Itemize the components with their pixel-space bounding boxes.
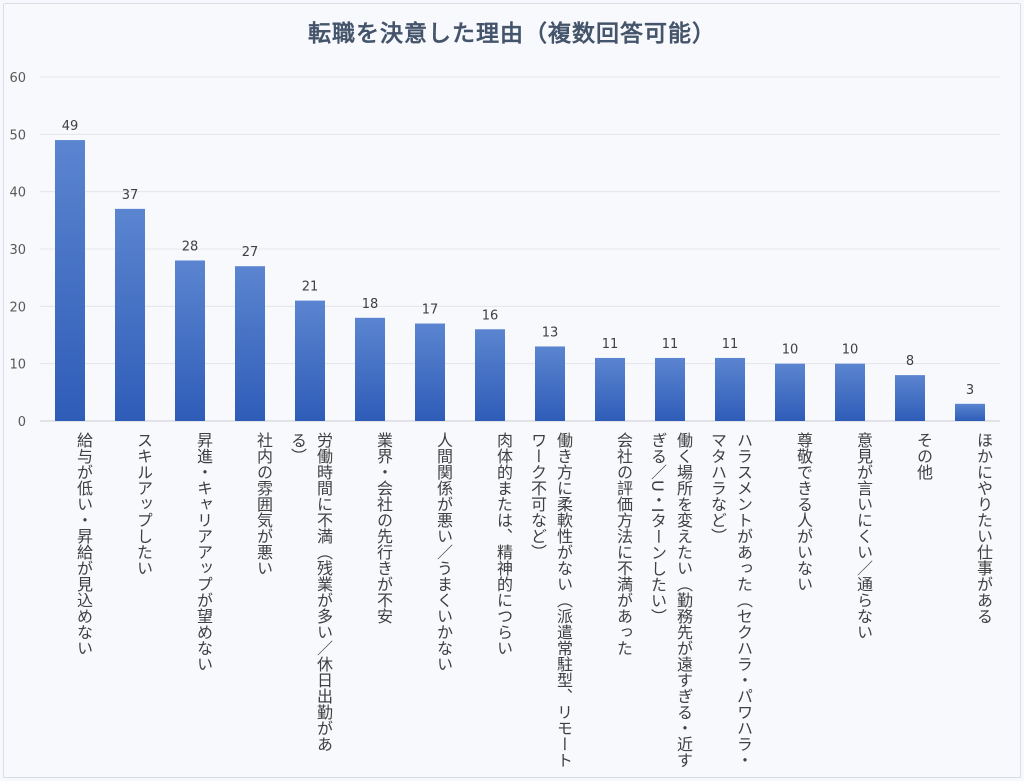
- data-label: 8: [906, 354, 914, 369]
- bar: [835, 363, 865, 421]
- bar: [235, 266, 265, 421]
- y-tick-label: 10: [9, 358, 26, 373]
- x-tick-label: 働く場所を変えたい（勤務先が遠すぎる・近すぎる／U・Iターンしたい）: [648, 432, 693, 768]
- bar: [355, 317, 385, 421]
- x-tick-label: その他: [914, 432, 933, 480]
- data-label: 11: [662, 337, 679, 352]
- x-tick-label: 働き方に柔軟性がない（派遣常駐型、リモートワーク不可など）: [528, 432, 573, 768]
- x-tick-label: 意見が言いにくい／通らない: [854, 432, 873, 640]
- bar: [655, 357, 685, 421]
- chart-title: 転職を決意した理由（複数回答可能）: [308, 21, 716, 47]
- data-label: 10: [842, 343, 859, 358]
- x-tick-label: 給与が低い・昇給が見込めない: [74, 432, 93, 656]
- data-label: 17: [422, 303, 439, 318]
- x-tick-label: 会社の評価方法に不満があった: [614, 432, 633, 656]
- data-label: 11: [602, 337, 619, 352]
- data-label: 13: [542, 325, 559, 340]
- bar: [595, 357, 625, 421]
- data-label: 10: [782, 343, 799, 358]
- bar: [415, 323, 445, 421]
- bar: [895, 375, 925, 421]
- x-tick-label: 尊敬できる人がいない: [794, 432, 813, 592]
- y-tick-label: 50: [9, 128, 26, 143]
- data-label: 3: [966, 383, 974, 398]
- y-tick-label: 20: [9, 300, 26, 315]
- x-tick-label: ほかにやりたい仕事がある: [974, 432, 993, 624]
- bar: [775, 363, 805, 421]
- x-tick-label: ハラスメントがあった（セクハラ・パワハラ・マタハラなど）: [708, 432, 753, 768]
- x-tick-label: 労働時間に不満（残業が多い／休日出勤がある）: [288, 432, 333, 752]
- data-label: 27: [242, 245, 259, 260]
- bar: [55, 140, 85, 422]
- y-tick-label: 60: [9, 71, 26, 86]
- data-label: 18: [362, 297, 379, 312]
- bar: [295, 300, 325, 421]
- y-tick-label: 30: [9, 243, 26, 258]
- x-tick-label: 肉体的または、精神的につらい: [494, 432, 513, 656]
- y-tick-label: 40: [9, 186, 26, 201]
- x-tick-label: 業界・会社の先行きが不安: [374, 432, 393, 624]
- bar: [115, 208, 145, 421]
- y-tick-label: 0: [18, 415, 26, 430]
- data-label: 49: [62, 119, 79, 134]
- x-tick-label: 社内の雰囲気が悪い: [254, 432, 273, 576]
- bar: [535, 346, 565, 421]
- bar: [475, 329, 505, 421]
- x-tick-label: 人間関係が悪い／うまくいかない: [434, 432, 453, 672]
- bar: [715, 357, 745, 421]
- bar: [955, 403, 985, 421]
- data-label: 37: [122, 188, 139, 203]
- data-label: 21: [302, 280, 319, 295]
- x-tick-label: 昇進・キャリアアップが望めない: [194, 432, 213, 672]
- data-label: 28: [182, 239, 199, 254]
- data-label: 11: [722, 337, 739, 352]
- x-tick-label: スキルアップしたい: [134, 432, 153, 576]
- data-label: 16: [482, 308, 499, 323]
- bar: [175, 260, 205, 421]
